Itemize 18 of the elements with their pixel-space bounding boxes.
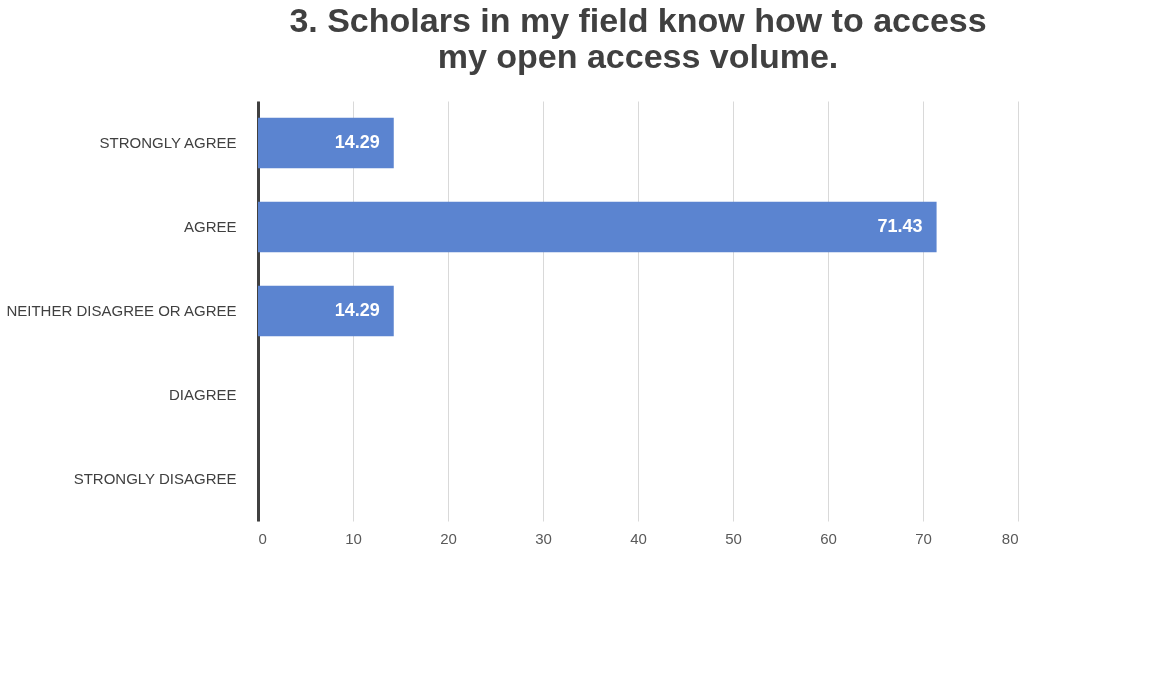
y-tick-label: AGREE [183,218,237,235]
x-tick-label: 70 [915,529,932,547]
x-tick-label: 50 [725,529,742,547]
data-label: 14.29 [334,132,380,152]
x-tick-label: 60 [820,529,837,547]
data-label: 71.43 [877,216,923,236]
data-label: 14.29 [334,300,380,320]
y-tick-label: STRONGLY DISAGREE [73,470,237,487]
x-tick-label: 80 [1001,529,1019,547]
x-tick-label: 40 [630,529,647,547]
chart-title: 3. Scholars in my field know how to access my open access volume. [289,1,987,75]
y-tick-label: STRONGLY AGREE [99,134,237,151]
x-tick-label: 0 [258,529,267,547]
x-tick-label: 30 [535,529,552,547]
x-tick-label: 20 [440,529,457,547]
y-tick-label: DIAGREE [168,386,237,403]
x-tick-label: 10 [345,529,362,547]
y-tick-label: NEITHER DISAGREE OR AGREE [6,302,237,319]
